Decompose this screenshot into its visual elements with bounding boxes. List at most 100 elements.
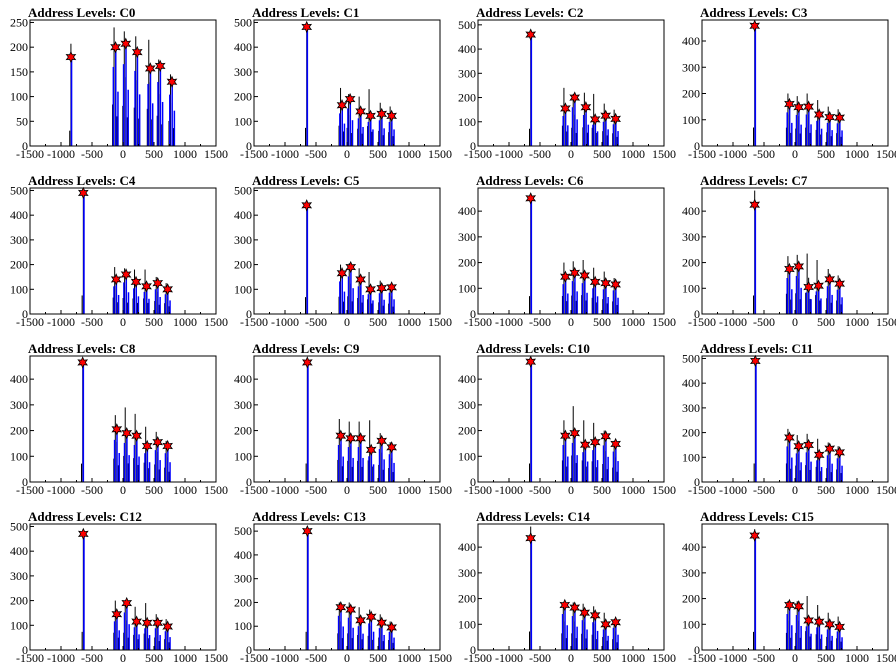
histogram-bar — [788, 605, 791, 650]
histogram-bar — [808, 620, 810, 650]
histogram-bar — [137, 296, 140, 314]
histogram-bar — [370, 115, 372, 146]
histogram-bar — [564, 605, 566, 650]
x-tick-label: 1000 — [397, 651, 421, 665]
histogram-bar — [810, 633, 812, 650]
histogram-bar — [820, 467, 823, 482]
x-tick-label: 0 — [792, 315, 798, 329]
peak-marker — [120, 37, 132, 50]
chart-title: Address Levels: C12 — [28, 509, 142, 524]
y-tick-label: 400 — [458, 372, 476, 386]
histogram-bar — [116, 614, 118, 650]
x-tick-label: 500 — [593, 651, 611, 665]
peak-marker — [345, 432, 357, 445]
plot-frame — [477, 187, 665, 315]
y-tick-label: 200 — [682, 87, 700, 101]
x-tick-label: -500 — [81, 315, 103, 329]
peak-marker — [525, 28, 537, 41]
x-tick-label: 0 — [120, 483, 126, 497]
peak-marker — [131, 615, 142, 628]
x-tick-label: -500 — [529, 315, 551, 329]
x-tick-label: 500 — [369, 147, 387, 161]
peak-marker — [560, 429, 571, 442]
y-tick-label: 200 — [10, 258, 28, 272]
x-tick-label: -1500 — [464, 651, 492, 665]
histogram-bar — [791, 122, 793, 146]
x-tick-label: 1000 — [397, 147, 421, 161]
peak-marker — [784, 97, 795, 111]
x-tick-label: 1500 — [428, 651, 452, 665]
chart-title: Address Levels: C9 — [252, 341, 360, 356]
histogram-bar — [82, 362, 85, 482]
histogram-bar — [113, 621, 116, 650]
x-tick-label: 1500 — [428, 147, 452, 161]
histogram-bar — [617, 131, 619, 146]
histogram-bar — [820, 634, 823, 650]
histogram-bar — [339, 113, 341, 146]
bar-group — [582, 92, 590, 146]
y-tick-label: 500 — [10, 183, 28, 197]
chart-title: Address Levels: C1 — [252, 5, 360, 20]
chart-svg: -1500-1000 -500 0 500 1000 1500 0 100 200 300 400 5… — [234, 183, 452, 329]
bar-group — [529, 30, 533, 146]
y-tick-label: 500 — [234, 15, 252, 29]
histogram-bar — [754, 204, 757, 314]
histogram-bar — [161, 101, 164, 146]
x-tick-label: -1000 — [47, 651, 75, 665]
histogram-bar — [592, 288, 594, 314]
histogram-bar — [391, 287, 393, 314]
bar-group — [305, 201, 309, 314]
histogram-bar — [795, 114, 798, 146]
x-tick-label: 1000 — [621, 483, 645, 497]
bar-group — [612, 619, 619, 650]
histogram-bar — [368, 456, 370, 482]
histogram-bar — [393, 299, 395, 314]
histogram-bar — [596, 296, 599, 314]
histogram-bar — [138, 94, 141, 146]
y-tick-label: 400 — [682, 540, 700, 554]
x-tick-label: 1500 — [652, 483, 676, 497]
histogram-bar — [157, 442, 159, 482]
bar-group — [815, 605, 823, 650]
bar-group — [338, 87, 346, 146]
x-tick-label: -1000 — [495, 315, 523, 329]
histogram-bar — [615, 443, 617, 482]
plot-frame — [701, 355, 889, 483]
histogram-bar — [342, 626, 344, 650]
histogram-bar — [617, 297, 619, 314]
peak-marker — [162, 283, 173, 296]
histogram-bar — [391, 447, 393, 482]
peak-marker — [345, 603, 357, 616]
chart-svg: -1500-1000 -500 0 500 1000 1500 0 100 200 300 400 — [10, 355, 228, 497]
x-tick-label: 1500 — [204, 651, 228, 665]
histogram-bar — [393, 637, 395, 650]
histogram-bar — [136, 435, 138, 482]
y-tick-label: 400 — [10, 544, 28, 558]
bar-group — [785, 93, 793, 146]
x-tick-label: 0 — [792, 147, 798, 161]
histogram-bar — [372, 464, 375, 482]
histogram-bar — [798, 107, 800, 146]
x-tick-label: 1000 — [845, 147, 869, 161]
peak-marker — [130, 275, 142, 289]
histogram-bar — [143, 291, 146, 314]
peak-marker — [77, 527, 89, 541]
bar-group — [591, 422, 599, 482]
histogram-bar — [605, 115, 607, 146]
chart-svg: -1500-1000 -500 0 500 1000 1500 0 100 200 300 400 5… — [234, 523, 452, 665]
y-tick-label: 400 — [234, 208, 252, 222]
bar-group — [602, 103, 609, 146]
histogram-bar — [816, 627, 818, 650]
histogram-bar — [159, 65, 162, 146]
x-tick-label: -1500 — [688, 651, 716, 665]
histogram-bar — [818, 114, 821, 146]
x-tick-label: 1000 — [173, 147, 197, 161]
histogram-bar — [357, 626, 360, 650]
histogram-bar — [810, 461, 812, 482]
histogram-bar — [567, 456, 569, 482]
x-tick-label: 1500 — [204, 315, 228, 329]
histogram-bar — [357, 447, 360, 482]
histogram-bar — [367, 121, 370, 146]
x-tick-label: 1000 — [845, 483, 869, 497]
histogram-bar — [340, 607, 342, 650]
